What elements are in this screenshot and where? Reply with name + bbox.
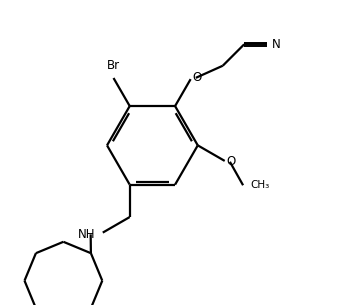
Text: CH₃: CH₃ (251, 180, 270, 190)
Text: NH: NH (78, 228, 95, 241)
Text: O: O (193, 71, 202, 84)
Text: N: N (272, 38, 280, 51)
Text: O: O (227, 155, 236, 168)
Text: Br: Br (107, 59, 120, 72)
